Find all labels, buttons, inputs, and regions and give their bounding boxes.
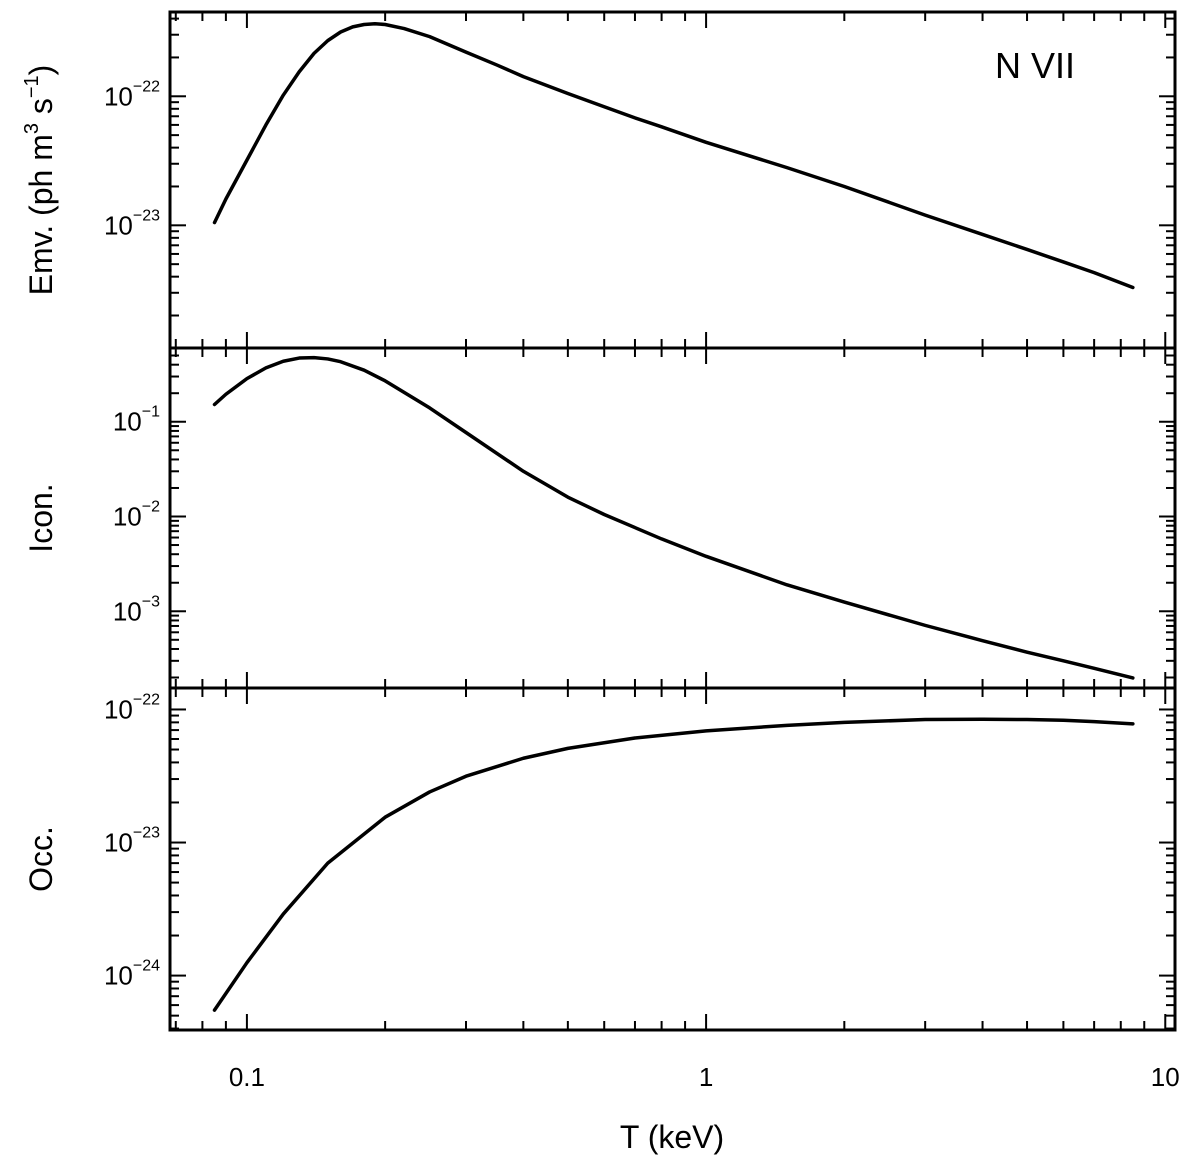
y-tick-label: 10−23 (104, 825, 160, 858)
y-tick-label: 10−22 (104, 78, 160, 111)
series-line-emv (212, 21, 1135, 290)
x-axis: 0.1 1 10 (229, 1062, 1180, 1092)
y-tick-label: 10−1 (113, 404, 160, 437)
panel-icon-ylabel: Icon. (23, 483, 59, 552)
y-tick-label: 10−22 (104, 691, 160, 724)
panel-occ-frame (168, 686, 1177, 1032)
y-tick-label: 10−24 (104, 958, 160, 991)
y-tick-label: 10−23 (104, 207, 160, 240)
panel-occ: 10−22 10−23 10−24 Occ. (23, 686, 1177, 1032)
x-axis-label: T (keV) (620, 1119, 724, 1155)
y-tick-label: 10−2 (113, 499, 160, 532)
x-tick-label: 0.1 (229, 1062, 265, 1092)
series-line-icon (212, 355, 1135, 680)
panel-emv-ylabel: Emv. (ph m3 s−1) (21, 65, 59, 296)
panel-icon: 10−1 10−2 10−3 Icon. (23, 346, 1177, 690)
annotation-label: N VII (995, 45, 1075, 86)
series-line-occ (212, 717, 1135, 1012)
y-tick-label: 10−3 (113, 593, 160, 626)
x-tick-label: 10 (1151, 1062, 1180, 1092)
panel-icon-frame (168, 346, 1177, 690)
x-tick-label: 1 (699, 1062, 713, 1092)
panel-occ-ylabel: Occ. (23, 826, 59, 892)
panels-group: 10−22 10−23 Emv. (ph m3 s−1) 10−1 10−2 10−3 Ic… (21, 10, 1177, 1032)
